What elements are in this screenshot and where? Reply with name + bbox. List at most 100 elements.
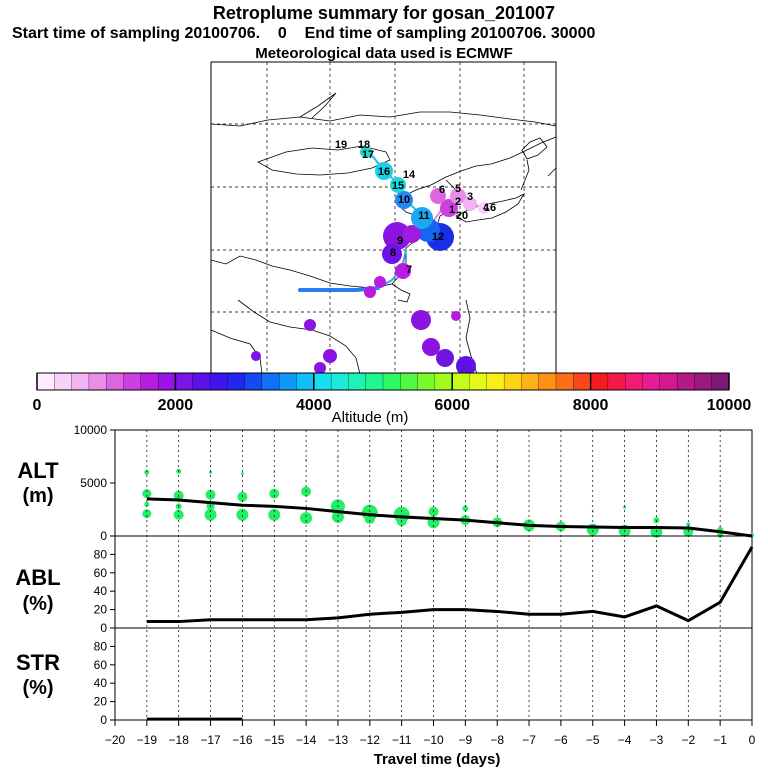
str-y-tick-label: 40 [94, 676, 108, 690]
map-day-label: 4 [483, 202, 490, 214]
colorbar-cell [538, 372, 557, 391]
colorbar-tick-label: 2000 [158, 397, 194, 414]
abl-unit: (%) [22, 593, 53, 615]
alt-unit: (m) [22, 485, 53, 507]
map-day-label: 17 [362, 149, 374, 161]
map-day-label: 16 [484, 202, 496, 214]
colorbar-tick-label: 8000 [573, 397, 609, 414]
cluster-circle [422, 338, 440, 356]
alt-scatter-point [273, 471, 276, 474]
cluster-circle [395, 191, 413, 209]
alt-scatter-point [144, 469, 150, 475]
altitude-colorbar: 0 2000 4000 6000 8000 10000 Altitude (m) [33, 372, 751, 426]
abl-y-tick-label: 80 [94, 547, 108, 561]
x-tick-label: −11 [392, 733, 412, 747]
alt-scatter-point [209, 470, 213, 474]
colorbar-cell [400, 372, 419, 391]
map-day-label: 20 [456, 210, 468, 222]
colorbar-tick-label: 6000 [434, 397, 470, 414]
colorbar-cell [71, 372, 90, 391]
colorbar-cell [192, 372, 211, 391]
colorbar-cell [365, 372, 384, 391]
cluster-circle [456, 356, 476, 376]
map-day-label: 3 [467, 191, 473, 203]
x-axis-label: Travel time (days) [374, 751, 501, 768]
abl-y-tick-label: 40 [94, 584, 108, 598]
alt-scatter-point [268, 508, 281, 521]
colorbar-cell [279, 372, 297, 391]
alt-scatter-point [300, 511, 313, 524]
x-tick-label: −9 [459, 733, 473, 747]
map-day-label: 1 [449, 204, 455, 216]
map-day-label: 7 [406, 264, 412, 276]
map-day-label: 16 [378, 166, 390, 178]
str-y-tick-label: 80 [94, 639, 108, 653]
cluster-circle [403, 225, 421, 243]
colorbar-cell [590, 372, 609, 391]
alt-scatter-point [173, 509, 184, 520]
cluster-circle [411, 310, 431, 330]
cluster-circle [478, 202, 490, 214]
colorbar-cell [676, 372, 695, 391]
abl-panel: ABL (%) 80 60 40 20 0 [15, 535, 754, 635]
x-tick-label: −3 [650, 733, 664, 747]
colorbar-cell [521, 372, 540, 391]
cluster-circle [314, 362, 326, 374]
met-data-line: Meteorological data used is ECMWF [255, 45, 513, 62]
alt-y-tick-label: 0 [100, 529, 107, 543]
cluster-circle [382, 244, 402, 264]
alt-panel: ALT (m) 10000 5000 0 [17, 423, 754, 543]
alt-scatter-point [142, 489, 152, 499]
x-tick-label: −16 [232, 733, 253, 747]
cluster-circle [383, 222, 411, 250]
colorbar-cell [659, 372, 678, 391]
colorbar-cell [175, 372, 194, 391]
colorbar-cell [607, 372, 626, 391]
colorbar-cell [348, 372, 367, 391]
alt-scatter-point [496, 466, 499, 469]
colorbar-cell [694, 372, 713, 391]
map-day-label: 5 [455, 183, 461, 195]
x-tick-label: 0 [749, 733, 756, 747]
x-tick-label: −4 [618, 733, 632, 747]
cluster-circle [360, 146, 372, 158]
colorbar-cell [573, 372, 592, 391]
x-tick-label: −13 [328, 733, 349, 747]
alt-y-tick-label: 5000 [80, 476, 107, 490]
cluster-circle [390, 177, 406, 193]
cluster-circle [323, 349, 337, 363]
cluster-circle [436, 349, 454, 367]
alt-scatter-point [623, 505, 627, 509]
alt-scatter-point [364, 514, 375, 525]
cluster-circle [463, 197, 477, 211]
colorbar-cell [209, 372, 228, 391]
alt-scatter-point [269, 488, 280, 499]
x-tick-label: −17 [200, 733, 221, 747]
colorbar-tick-label: 0 [33, 397, 42, 414]
cluster-circle [374, 276, 386, 288]
colorbar-cell [625, 372, 643, 391]
colorbar-cell [157, 372, 176, 391]
colorbar-cell [140, 372, 159, 391]
str-panel: STR (%) 80 60 40 20 0 [16, 627, 753, 727]
cluster-circle [375, 162, 393, 180]
map-day-label: 15 [392, 180, 404, 192]
colorbar-cell [123, 372, 142, 391]
cluster-circle [430, 188, 446, 204]
map-day-label: 12 [432, 231, 444, 243]
colorbar-cell [555, 372, 574, 391]
str-y-tick-label: 20 [94, 695, 108, 709]
map-day-label: 8 [390, 247, 396, 259]
x-tick-label: −10 [423, 733, 444, 747]
colorbar-cell [227, 372, 246, 391]
colorbar-cell [382, 372, 401, 391]
x-axis-ticks: −20 −19 −18 −17 −16 −15 −14 −13 −12 −11 −10 −9 −8 −7−… [105, 720, 756, 747]
colorbar-cell [88, 372, 107, 391]
colorbar-cell [711, 372, 730, 391]
x-tick-label: −14 [296, 733, 317, 747]
colorbar-cell [330, 372, 349, 391]
colorbar-cell [106, 372, 124, 391]
map-day-label: 6 [439, 184, 445, 196]
abl-y-tick-label: 60 [94, 566, 108, 580]
